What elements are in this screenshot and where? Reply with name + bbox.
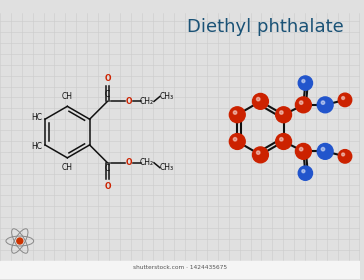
Circle shape <box>296 97 311 113</box>
Circle shape <box>321 101 325 104</box>
Circle shape <box>338 93 352 107</box>
Text: shutterstock.com · 1424435675: shutterstock.com · 1424435675 <box>133 265 227 270</box>
Circle shape <box>253 147 268 163</box>
Text: HC: HC <box>31 113 42 122</box>
Bar <box>0 261 360 279</box>
Text: CH: CH <box>62 92 73 101</box>
Circle shape <box>298 166 313 180</box>
Circle shape <box>300 148 303 151</box>
Circle shape <box>280 111 283 114</box>
Circle shape <box>342 153 345 156</box>
Circle shape <box>257 151 260 154</box>
Circle shape <box>302 80 305 83</box>
Circle shape <box>317 97 333 113</box>
Text: C: C <box>105 164 110 173</box>
Circle shape <box>298 76 313 90</box>
Circle shape <box>300 101 303 104</box>
Circle shape <box>342 97 345 99</box>
Circle shape <box>276 134 292 150</box>
Text: CH₃: CH₃ <box>160 92 174 101</box>
Text: CH₃: CH₃ <box>160 163 174 172</box>
Text: CH: CH <box>62 163 73 172</box>
Circle shape <box>302 170 305 173</box>
Circle shape <box>317 143 333 159</box>
Circle shape <box>280 137 283 141</box>
Text: C: C <box>105 90 110 99</box>
Text: Diethyl phthalate: Diethyl phthalate <box>187 18 344 36</box>
Text: O: O <box>104 74 111 83</box>
Text: O: O <box>104 182 111 191</box>
Circle shape <box>338 150 352 163</box>
Circle shape <box>253 94 268 109</box>
Text: O: O <box>126 97 132 106</box>
Circle shape <box>233 111 237 114</box>
Circle shape <box>229 134 245 150</box>
Circle shape <box>276 107 292 123</box>
Circle shape <box>321 148 325 151</box>
Text: HC: HC <box>31 143 42 151</box>
Text: CH₂: CH₂ <box>140 97 154 106</box>
Circle shape <box>229 107 245 123</box>
Text: O: O <box>126 158 132 167</box>
Circle shape <box>257 97 260 101</box>
Circle shape <box>17 238 23 244</box>
Circle shape <box>233 137 237 141</box>
Circle shape <box>296 143 311 159</box>
Text: CH₂: CH₂ <box>140 158 154 167</box>
